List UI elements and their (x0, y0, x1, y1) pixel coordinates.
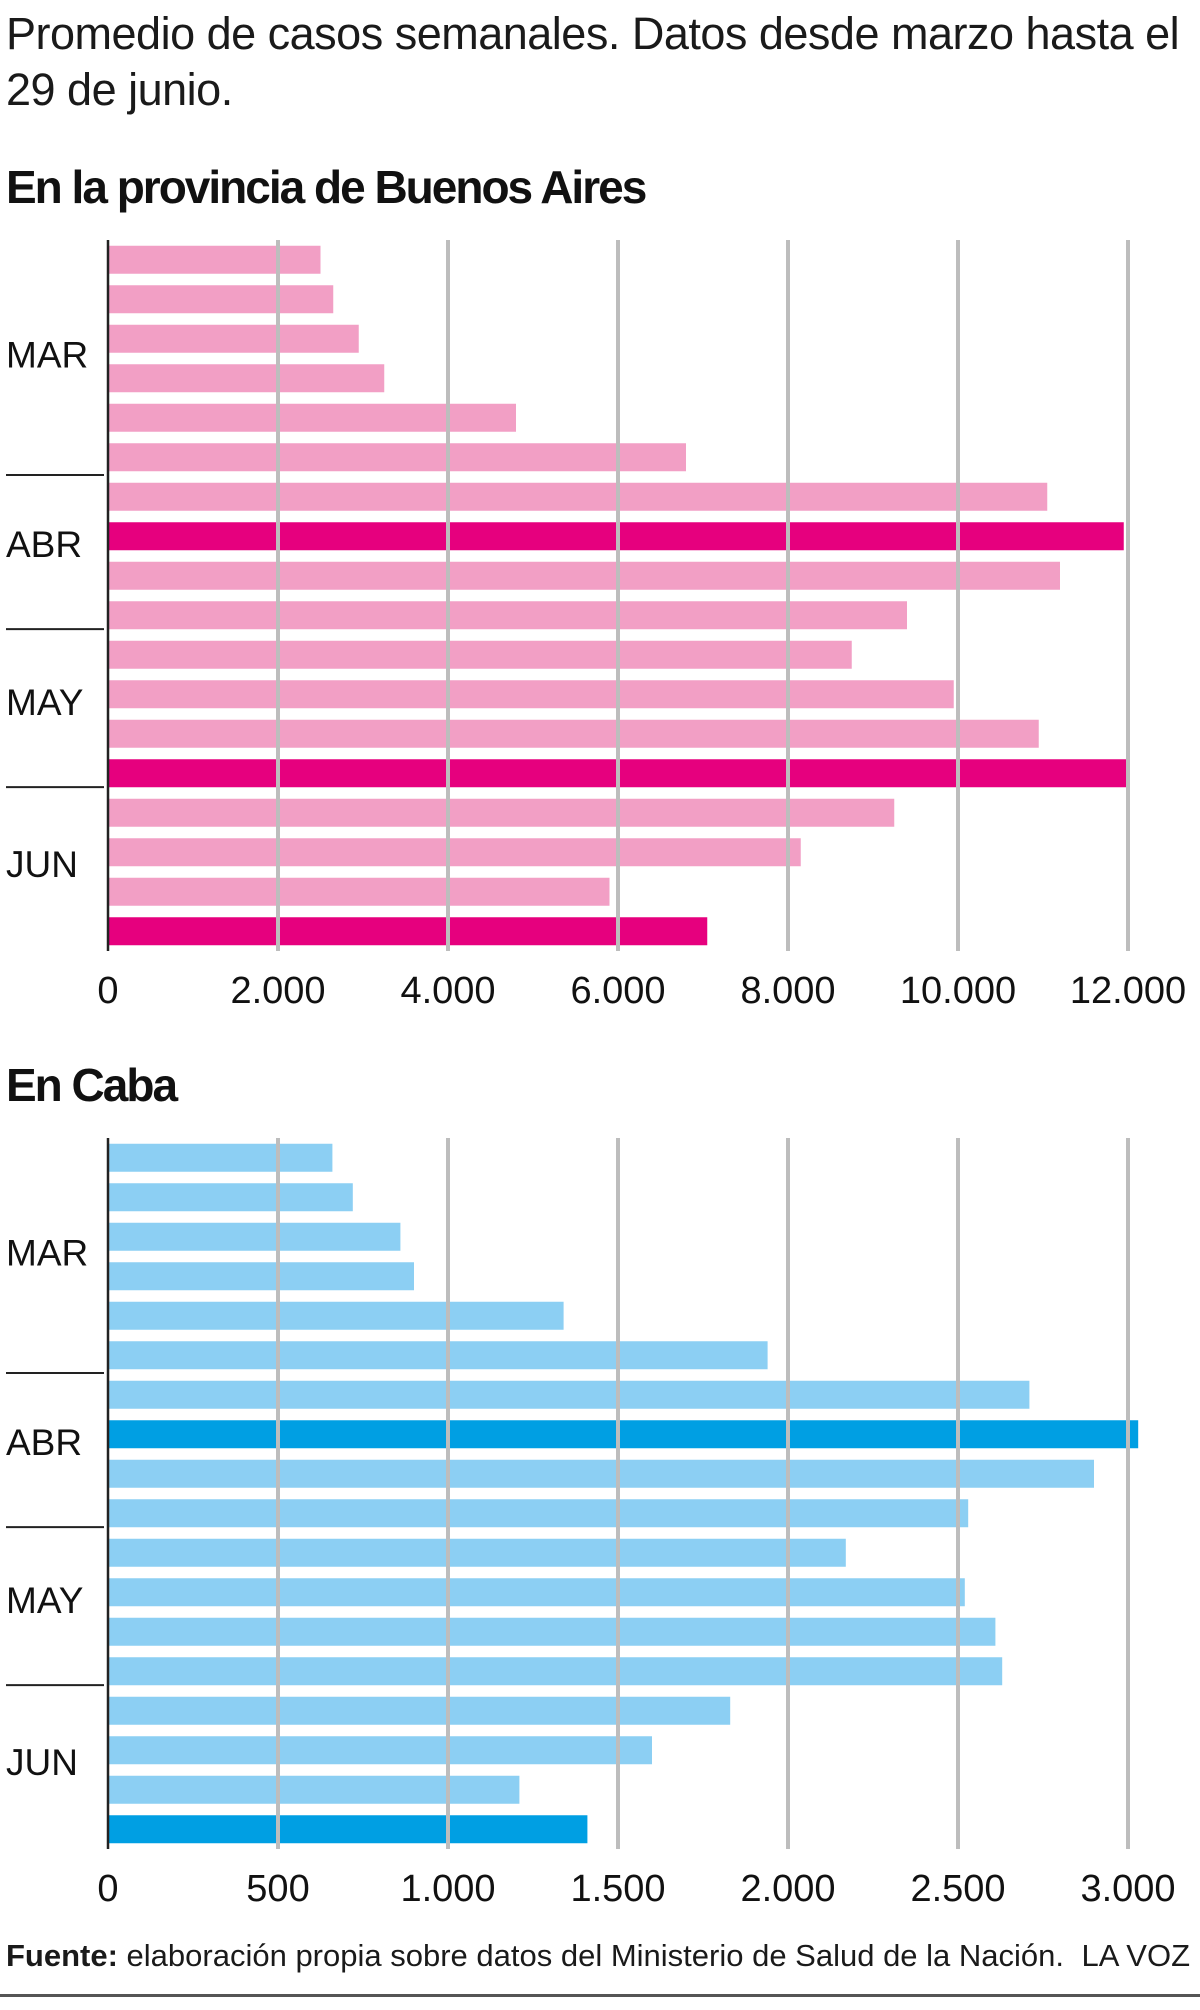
headline: Promedio de casos semanales. Datos desde… (6, 8, 1180, 115)
bar (108, 680, 954, 709)
x-tick-label: 1.000 (400, 1868, 495, 1910)
bar (108, 1657, 1003, 1686)
bar (108, 917, 708, 946)
month-label: MAR (6, 335, 88, 376)
bar (108, 640, 852, 669)
x-tick-label: 3.000 (1080, 1868, 1175, 1910)
x-tick-label: 10.000 (900, 970, 1016, 1012)
month-label: JUN (6, 844, 78, 885)
x-tick-label: 2.000 (230, 970, 325, 1012)
bar (108, 1617, 996, 1646)
x-tick-label: 1.500 (570, 1868, 665, 1910)
bar (108, 601, 907, 630)
chart-title-caba: En Caba (6, 1059, 178, 1111)
month-label: MAR (6, 1233, 88, 1274)
bar (108, 1380, 1030, 1409)
bar (108, 1736, 652, 1765)
source-label: Fuente: (6, 1938, 118, 1973)
bar (108, 561, 1060, 590)
bar (108, 522, 1124, 551)
bar (108, 1301, 564, 1330)
month-label: ABR (6, 524, 82, 565)
month-label: MAY (6, 1580, 83, 1621)
bar (108, 482, 1048, 511)
bar (108, 1815, 588, 1844)
x-tick-label: 4.000 (400, 970, 495, 1012)
bar (108, 1222, 401, 1251)
bar (108, 877, 610, 906)
x-tick-label: 12.000 (1070, 970, 1186, 1012)
month-label: MAY (6, 682, 83, 723)
chart-caba: 0 500 1.000 1.500 2.000 2.500 3.000 MAR ABR MAY JU… (6, 1138, 1176, 1910)
bar (108, 1183, 353, 1212)
x-tick-label: 8.000 (740, 970, 835, 1012)
bar (108, 1420, 1139, 1449)
bar (108, 838, 801, 867)
bar (108, 1499, 969, 1528)
footer-rule (0, 1994, 1200, 1997)
bar (108, 1696, 731, 1725)
x-tick-label: 6.000 (570, 970, 665, 1012)
bar (108, 1538, 846, 1567)
month-label: ABR (6, 1422, 82, 1463)
bar (108, 1143, 333, 1172)
bar (108, 1459, 1094, 1488)
bar (108, 1341, 768, 1370)
bar (108, 403, 516, 432)
chart-pba: 0 2.000 4.000 6.000 8.000 10.000 12.000 MAR ABR M… (6, 240, 1186, 1012)
chart-title-pba: En la provincia de Buenos Aires (6, 161, 647, 213)
month-label: JUN (6, 1742, 78, 1783)
bar (108, 443, 686, 472)
brand-label: LA VOZ (1081, 1938, 1190, 1973)
x-tick-label: 2.000 (740, 1868, 835, 1910)
bar (108, 719, 1039, 748)
bar (108, 285, 334, 314)
bar (108, 324, 359, 353)
x-tick-label: 0 (97, 970, 118, 1012)
source-text: elaboración propia sobre datos del Minis… (117, 1938, 1065, 1973)
bar (108, 798, 895, 827)
bar (108, 1578, 965, 1607)
x-tick-label: 0 (97, 1868, 118, 1910)
bar (108, 1775, 520, 1804)
bar (108, 1262, 414, 1291)
x-tick-label: 500 (246, 1868, 309, 1910)
footer: Fuente: elaboración propia sobre datos d… (6, 1938, 1194, 1974)
bar (108, 245, 321, 274)
bar (108, 364, 385, 393)
x-tick-label: 2.500 (910, 1868, 1005, 1910)
